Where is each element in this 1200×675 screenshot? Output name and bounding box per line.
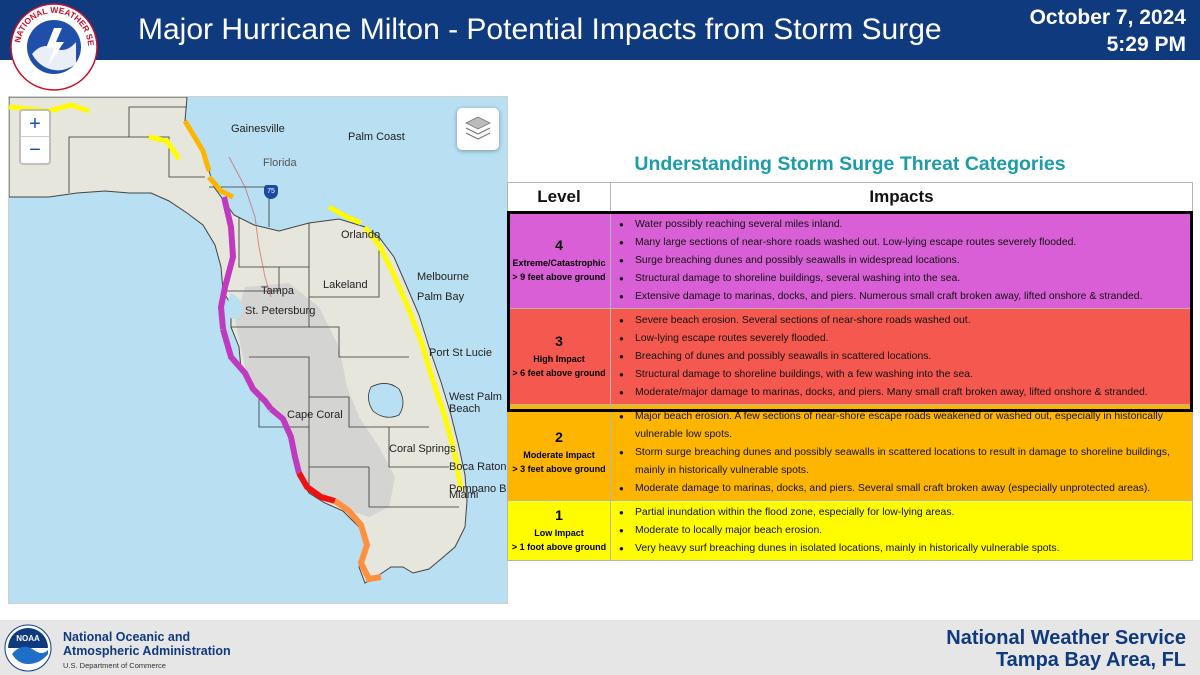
map-label-tampa: Tampa [261, 285, 295, 297]
map-label-st-petersburg: St. Petersburg [245, 305, 316, 317]
map-label-melbourne: Melbourne [417, 271, 469, 283]
footer-bar: NOAA National Oceanic and Atmospheric Ad… [0, 620, 1200, 675]
noaa-agency-name: National Oceanic and Atmospheric Adminis… [63, 630, 231, 658]
zoom-in-button[interactable]: + [21, 111, 49, 137]
impacts-cell: Severe beach erosion. Several sections o… [610, 307, 1193, 405]
map-label-lakeland: Lakeland [323, 279, 368, 291]
impact-item: Structural damage to shoreline buildings… [619, 366, 1184, 384]
zoom-control: + − [19, 109, 51, 165]
table-title: Understanding Storm Surge Threat Categor… [634, 152, 1066, 175]
impact-item: Breaching of dunes and possibly seawalls… [619, 348, 1184, 366]
level-cell: 2 Moderate Impact > 3 feet above ground [507, 403, 611, 501]
impacts-cell: Partial inundation within the flood zone… [610, 499, 1193, 561]
noaa-name-line-1: National Oceanic and [63, 630, 191, 644]
map-label-west-palm: West Palm [449, 391, 502, 403]
level-cell: 4 Extreme/Catastrophic > 9 feet above gr… [507, 211, 611, 309]
page-title: Major Hurricane Milton - Potential Impac… [138, 13, 942, 46]
impact-item: Partial inundation within the flood zone… [619, 504, 1184, 522]
level-cell: 1 Low Impact > 1 foot above ground [507, 499, 611, 561]
level-name: Low Impact [534, 527, 584, 538]
impact-item: Structural damage to shoreline buildings… [619, 270, 1184, 288]
noaa-name-line-2: Atmospheric Administration [63, 644, 231, 658]
map-label-beach: Beach [449, 403, 481, 415]
storm-surge-map[interactable]: + − 75 Gainesville Palm Coast Florida Or… [8, 96, 508, 604]
threat-row-level-3: 3 High Impact > 6 feet above ground Seve… [507, 307, 1193, 405]
map-label-boca-raton: Boca Raton [449, 461, 507, 473]
level-threshold: > 1 foot above ground [511, 541, 607, 552]
impact-item: Many large sections of near-shore roads … [619, 234, 1184, 252]
threat-row-level-1: 1 Low Impact > 1 foot above ground Parti… [507, 499, 1193, 561]
impact-item: Moderate to locally major beach erosion. [619, 522, 1184, 540]
impact-item: Severe beach erosion. Several sections o… [619, 312, 1184, 330]
map-label-coral-springs: Coral Springs [389, 443, 456, 455]
level-threshold: > 3 feet above ground [512, 463, 606, 474]
impact-item: Water possibly reaching several miles in… [619, 216, 1184, 234]
map-label-gainesville: Gainesville [231, 123, 285, 135]
map-label-miami: Miami [449, 489, 479, 501]
level-name: High Impact [533, 353, 585, 364]
nws-office: National Weather Service Tampa Bay Area,… [946, 627, 1186, 671]
threat-row-level-2: 2 Moderate Impact > 3 feet above ground … [507, 403, 1193, 501]
svg-text:NOAA: NOAA [16, 634, 40, 643]
impact-item: Moderate damage to marinas, docks, and p… [619, 480, 1184, 498]
level-number: 1 [555, 506, 563, 523]
impact-item: Extensive damage to marinas, docks, and … [619, 288, 1184, 306]
level-name: Extreme/Catastrophic [512, 257, 606, 268]
level-number: 3 [555, 332, 563, 349]
impact-item: Surge breaching dunes and possibly seawa… [619, 252, 1184, 270]
nws-office-line-2: Tampa Bay Area, FL [995, 649, 1186, 671]
impact-item: Storm surge breaching dunes and possibly… [619, 444, 1184, 480]
impacts-cell: Major beach erosion. A few sections of n… [610, 403, 1193, 501]
impact-item: Major beach erosion. A few sections of n… [619, 408, 1184, 444]
map-label-palm-coast: Palm Coast [348, 131, 405, 143]
impact-item: Low-lying escape routes severely flooded… [619, 330, 1184, 348]
threat-row-level-4: 4 Extreme/Catastrophic > 9 feet above gr… [507, 211, 1193, 309]
layers-button[interactable] [457, 108, 499, 150]
level-number: 4 [555, 236, 563, 253]
layers-icon [465, 116, 491, 140]
map-label-palm-bay: Palm Bay [417, 291, 465, 303]
interstate-75-shield: 75 [264, 185, 278, 199]
map-label-port-st-lucie: Port St Lucie [429, 347, 492, 359]
map-label-florida: Florida [263, 157, 297, 169]
level-threshold: > 9 feet above ground [512, 271, 606, 282]
level-number: 2 [555, 428, 563, 445]
zoom-out-button[interactable]: − [29, 139, 41, 161]
noaa-logo-icon: NOAA [4, 624, 52, 672]
impact-item: Very heavy surf breaching dunes in isola… [619, 540, 1184, 558]
florida-map-graphic [9, 97, 468, 584]
issue-time: 5:29 PM [1106, 33, 1186, 56]
map-label-pompano-beach: Pompano Be [449, 483, 508, 495]
column-header-impacts: Impacts [610, 181, 1193, 213]
level-cell: 3 High Impact > 6 feet above ground [507, 307, 611, 405]
nws-office-line-1: National Weather Service [946, 627, 1186, 649]
impacts-cell: Water possibly reaching several miles in… [610, 211, 1193, 309]
column-header-level: Level [507, 181, 611, 213]
issue-date: October 7, 2024 [1029, 6, 1186, 29]
noaa-department: U.S. Department of Commerce [63, 661, 166, 670]
header-bar: Major Hurricane Milton - Potential Impac… [0, 0, 1200, 60]
level-threshold: > 6 feet above ground [512, 367, 606, 378]
map-label-orlando: Orlando [341, 229, 381, 241]
map-label-cape-coral: Cape Coral [287, 409, 343, 421]
impact-item: Moderate/major damage to marinas, docks,… [619, 384, 1184, 402]
issue-datetime: October 7, 2024 5:29 PM [1030, 4, 1186, 58]
storm-surge-threat-table: Understanding Storm Surge Threat Categor… [507, 147, 1193, 561]
level-name: Moderate Impact [523, 449, 595, 460]
nws-logo-icon: NATIONAL WEATHER SERVICE [8, 2, 98, 91]
